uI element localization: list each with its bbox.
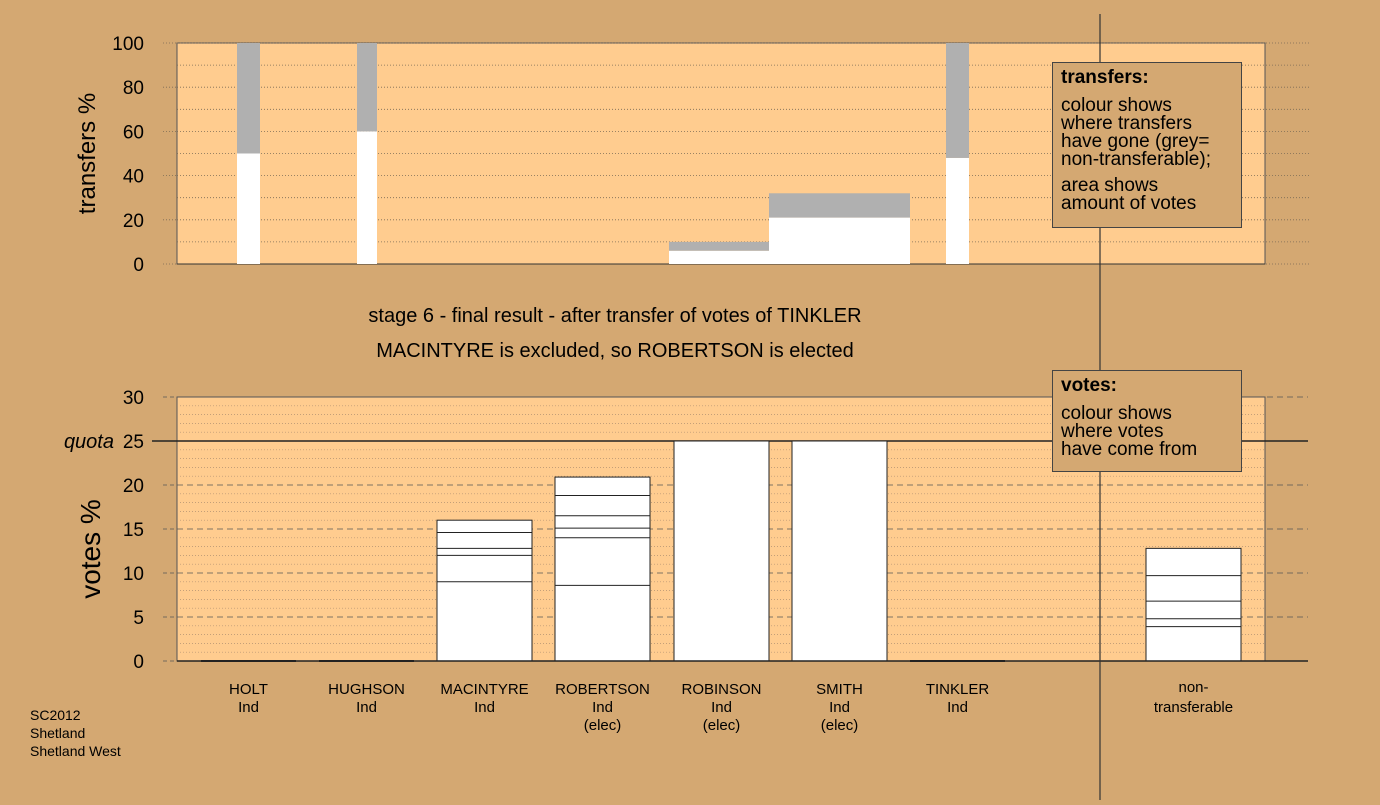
transfers-tick-label: 100 [112,34,144,55]
vote-bar [436,519,533,662]
transfer-bar-white-segment [357,131,377,264]
transfers-axis-label: transfers % [74,93,101,214]
stage-result: MACINTYRE is excluded, so ROBERTSON is e… [376,340,854,362]
transfers-legend: transfers: colour shows where transfers … [1052,62,1242,228]
nontransferable-label: transferable [1154,699,1233,716]
votes-tick-label: 30 [123,388,144,409]
transfers-tick-label: 60 [123,122,144,143]
vote-bar [673,440,770,662]
legend-line: colour shows [1061,403,1172,424]
transfer-bar-white-segment [769,217,910,264]
transfer-bar-white-segment [237,153,260,264]
vote-bar [1145,547,1242,662]
vote-bar [554,476,651,662]
votes-legend-title: votes: [1061,375,1117,396]
legend-line: where votes [1061,421,1164,442]
votes-tick-label: 0 [133,652,144,673]
candidate-name: ROBERTSON [555,681,650,698]
footer-council: Shetland [30,725,86,741]
transfer-bar-grey-segment [357,43,377,132]
legend-line: where transfers [1061,113,1192,134]
stage-title: stage 6 - final result - after transfer … [368,305,861,327]
legend-line: colour shows [1061,95,1172,116]
candidate-party: Ind [356,699,377,716]
candidate-name: HUGHSON [328,681,405,698]
transfers-tick-label: 80 [123,78,144,99]
votes-legend: votes: colour shows where votes have com… [1052,370,1242,472]
transfer-bar-grey-segment [669,241,774,251]
legend-line: amount of votes [1061,193,1197,214]
candidate-status: (elec) [821,717,859,734]
transfers-tick-label: 20 [123,211,144,232]
votes-axis-label: votes % [75,499,106,599]
transfers-legend-para2: area shows amount of votes [1061,175,1233,214]
transfer-bar-grey-segment [769,193,910,218]
footer-info: SC2012 Shetland Shetland West [30,706,121,760]
transfers-tick-label: 0 [133,255,144,276]
candidate-name: SMITH [816,681,863,698]
votes-tick-label: 20 [123,476,144,497]
candidate-status: (elec) [584,717,622,734]
footer-election: SC2012 [30,707,81,723]
legend-line: area shows [1061,175,1159,196]
transfer-bar-white-segment [946,157,969,264]
candidate-party: Ind [829,699,850,716]
votes-tick-label: 25 [123,432,144,453]
votes-tick-label: 5 [133,608,144,629]
candidate-name: TINKLER [926,681,990,698]
legend-line: have come from [1061,439,1198,460]
votes-legend-para1: colour shows where votes have come from [1061,403,1233,460]
transfer-bar-white-segment [669,250,774,264]
candidate-party: Ind [947,699,968,716]
legend-line: have gone (grey= [1061,131,1210,152]
votes-tick-label: 10 [123,564,144,585]
candidate-party: Ind [238,699,259,716]
votes-tick-label: 15 [123,520,144,541]
transfers-tick-label: 40 [123,167,144,188]
candidate-name: HOLT [229,681,268,698]
candidate-status: (elec) [703,717,741,734]
footer-ward: Shetland West [30,743,121,759]
legend-line: non-transferable); [1061,149,1211,170]
transfers-legend-para1: colour shows where transfers have gone (… [1061,95,1233,170]
vote-bar [791,440,888,662]
candidate-party: Ind [474,699,495,716]
transfer-bar-grey-segment [946,43,969,158]
quota-label: quota [64,431,114,453]
candidate-party: Ind [711,699,732,716]
candidate-name: ROBINSON [681,681,761,698]
nontransferable-label: non- [1178,679,1208,696]
candidate-name: MACINTYRE [440,681,528,698]
transfers-legend-title: transfers: [1061,67,1149,88]
candidate-party: Ind [592,699,613,716]
transfer-bar-grey-segment [237,43,260,154]
